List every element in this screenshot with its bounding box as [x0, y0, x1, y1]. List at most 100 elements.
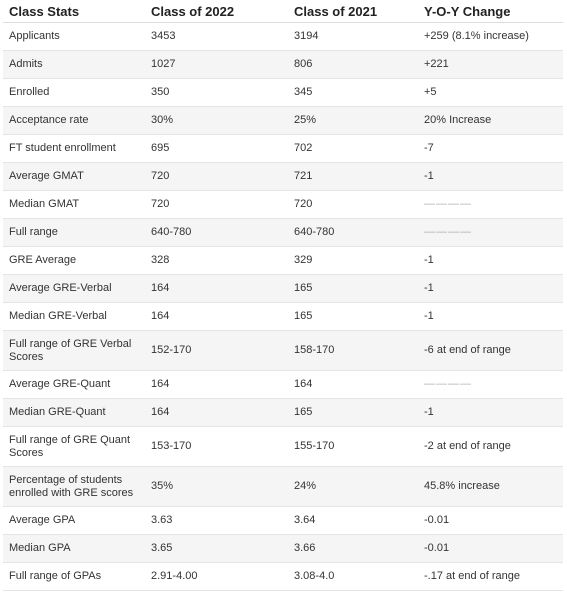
table-row: Acceptance rate 30% 25% 20% Increase — [3, 106, 563, 135]
value-2022: 164 — [145, 302, 288, 331]
value-2022: 164 — [145, 370, 288, 399]
value-2022: 3453 — [145, 22, 288, 51]
stat-label: Full range of GRE Verbal Scores — [3, 330, 145, 371]
stat-label: Admits — [3, 50, 145, 79]
header-class-2021: Class of 2021 — [288, 0, 418, 23]
table-row: Enrolled 350 345 +5 — [3, 78, 563, 107]
table-row: Average GMAT 720 721 -1 — [3, 162, 563, 191]
value-2021: 165 — [288, 398, 418, 427]
stat-label: Applicants — [3, 22, 145, 51]
value-2022: 695 — [145, 134, 288, 163]
table-row: Average GRE-Quant 164 164 ———— — [3, 370, 563, 399]
header-row: Class Stats Class of 2022 Class of 2021 … — [3, 0, 563, 23]
table-row: GRE Average 328 329 -1 — [3, 246, 563, 275]
yoy-change: ———— — [418, 370, 563, 399]
value-2021: 165 — [288, 302, 418, 331]
yoy-change: -0.01 — [418, 534, 563, 563]
yoy-change: -.17 at end of range — [418, 562, 563, 591]
value-2021: 721 — [288, 162, 418, 191]
value-2021: 24% — [288, 466, 418, 507]
value-2022: 164 — [145, 274, 288, 303]
table-row: Full range 640-780 640-780 ———— — [3, 218, 563, 247]
value-2022: 1027 — [145, 50, 288, 79]
value-2021: 702 — [288, 134, 418, 163]
table-row: Full range of GRE Verbal Scores 152-170 … — [3, 330, 563, 371]
yoy-change: -2 at end of range — [418, 426, 563, 467]
yoy-change: 45.8% increase — [418, 466, 563, 507]
stat-label: Median GPA — [3, 534, 145, 563]
value-2022: 328 — [145, 246, 288, 275]
yoy-change: 20% Increase — [418, 106, 563, 135]
table-row: Full range of GRE Quant Scores 153-170 1… — [3, 426, 563, 467]
value-2022: 35% — [145, 466, 288, 507]
yoy-change: +259 (8.1% increase) — [418, 22, 563, 51]
stat-label: GRE Average — [3, 246, 145, 275]
value-2021: 3.08-4.0 — [288, 562, 418, 591]
table-row: Average GRE-Verbal 164 165 -1 — [3, 274, 563, 303]
table-row: Median GRE-Verbal 164 165 -1 — [3, 302, 563, 331]
value-2022: 720 — [145, 162, 288, 191]
stat-label: FT student enrollment — [3, 134, 145, 163]
header-class-stats: Class Stats — [3, 0, 145, 23]
table-row: Applicants 3453 3194 +259 (8.1% increase… — [3, 22, 563, 51]
value-2022: 153-170 — [145, 426, 288, 467]
table-row: FT student enrollment 695 702 -7 — [3, 134, 563, 163]
stat-label: Average GPA — [3, 506, 145, 535]
stat-label: Full range of GPAs — [3, 562, 145, 591]
value-2021: 3194 — [288, 22, 418, 51]
table-row: Average GPA 3.63 3.64 -0.01 — [3, 506, 563, 535]
value-2021: 164 — [288, 370, 418, 399]
value-2022: 3.63 — [145, 506, 288, 535]
yoy-change: -7 — [418, 134, 563, 163]
stat-label: Percentage of students enrolled with GRE… — [3, 466, 145, 507]
value-2022: 640-780 — [145, 218, 288, 247]
value-2022: 2.91-4.00 — [145, 562, 288, 591]
table-row: Percentage of students enrolled with GRE… — [3, 466, 563, 507]
stat-label: Average GMAT — [3, 162, 145, 191]
yoy-change: -1 — [418, 302, 563, 331]
value-2021: 158-170 — [288, 330, 418, 371]
header-yoy-change: Y-O-Y Change — [418, 0, 563, 23]
yoy-change: -0.01 — [418, 506, 563, 535]
value-2021: 25% — [288, 106, 418, 135]
stat-label: Median GRE-Verbal — [3, 302, 145, 331]
value-2021: 155-170 — [288, 426, 418, 467]
yoy-change: -6 at end of range — [418, 330, 563, 371]
stat-label: Average GRE-Quant — [3, 370, 145, 399]
value-2021: 806 — [288, 50, 418, 79]
stat-label: Median GRE-Quant — [3, 398, 145, 427]
yoy-change: +5 — [418, 78, 563, 107]
table-row: Full range of GPAs 2.91-4.00 3.08-4.0 -.… — [3, 562, 563, 591]
yoy-change: -1 — [418, 246, 563, 275]
yoy-change: -1 — [418, 162, 563, 191]
value-2021: 329 — [288, 246, 418, 275]
value-2022: 30% — [145, 106, 288, 135]
table-row: Median GMAT 720 720 ———— — [3, 190, 563, 219]
table-row: Median GPA 3.65 3.66 -0.01 — [3, 534, 563, 563]
value-2021: 3.64 — [288, 506, 418, 535]
value-2022: 350 — [145, 78, 288, 107]
yoy-change: -1 — [418, 398, 563, 427]
value-2021: 3.66 — [288, 534, 418, 563]
stat-label: Average GRE-Verbal — [3, 274, 145, 303]
stat-label: Median GMAT — [3, 190, 145, 219]
table-row: Median GRE-Quant 164 165 -1 — [3, 398, 563, 427]
value-2021: 165 — [288, 274, 418, 303]
stat-label: Enrolled — [3, 78, 145, 107]
yoy-change: ———— — [418, 218, 563, 247]
table-row: Admits 1027 806 +221 — [3, 50, 563, 79]
value-2021: 720 — [288, 190, 418, 219]
stat-label: Full range of GRE Quant Scores — [3, 426, 145, 467]
stat-label: Acceptance rate — [3, 106, 145, 135]
yoy-change: +221 — [418, 50, 563, 79]
header-class-2022: Class of 2022 — [145, 0, 288, 23]
value-2022: 152-170 — [145, 330, 288, 371]
class-stats-table: Class Stats Class of 2022 Class of 2021 … — [3, 0, 563, 591]
stat-label: Full range — [3, 218, 145, 247]
value-2021: 345 — [288, 78, 418, 107]
value-2022: 720 — [145, 190, 288, 219]
value-2021: 640-780 — [288, 218, 418, 247]
value-2022: 3.65 — [145, 534, 288, 563]
value-2022: 164 — [145, 398, 288, 427]
